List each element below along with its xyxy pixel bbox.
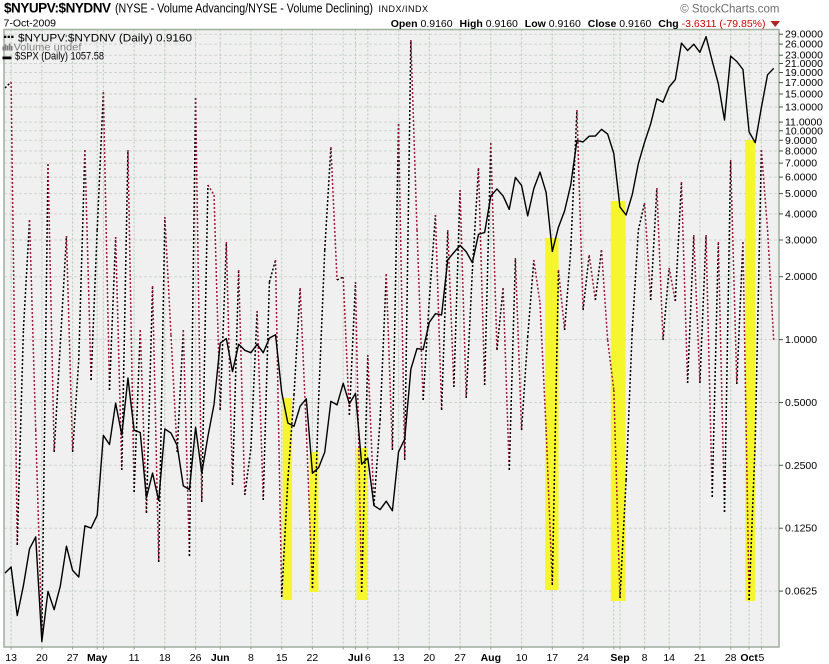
- svg-text:10: 10: [516, 652, 528, 664]
- svg-text:$NYUPV:$NYDNV: $NYUPV:$NYDNV: [4, 1, 111, 16]
- svg-text:May: May: [87, 652, 108, 664]
- svg-text:$NYUPV:$NYDNV (Daily) 0.9160: $NYUPV:$NYDNV (Daily) 0.9160: [18, 33, 192, 45]
- svg-text:8: 8: [642, 652, 648, 664]
- svg-text:INDX/INDX: INDX/INDX: [379, 4, 429, 14]
- svg-text:23.0000: 23.0000: [785, 50, 823, 62]
- svg-text:20: 20: [423, 652, 435, 664]
- svg-text:Oct: Oct: [740, 652, 758, 664]
- svg-text:13.0000: 13.0000: [785, 102, 823, 114]
- svg-text:Volume undef: Volume undef: [14, 42, 82, 54]
- svg-text:8.0000: 8.0000: [785, 146, 817, 158]
- svg-text:6.0000: 6.0000: [785, 172, 817, 184]
- svg-text:29.0000: 29.0000: [785, 29, 823, 41]
- svg-text:14: 14: [663, 652, 675, 664]
- svg-text:Jul: Jul: [348, 652, 363, 664]
- svg-text:27: 27: [67, 652, 79, 664]
- svg-text:17: 17: [546, 652, 558, 664]
- svg-text:8: 8: [248, 652, 254, 664]
- svg-text:28: 28: [725, 652, 737, 664]
- svg-text:1.0000: 1.0000: [785, 334, 817, 346]
- svg-text:Aug: Aug: [481, 652, 501, 664]
- svg-text:11: 11: [129, 652, 140, 664]
- svg-text:13: 13: [5, 652, 17, 664]
- svg-text:2.0000: 2.0000: [785, 271, 817, 283]
- svg-text:24: 24: [577, 652, 589, 664]
- svg-text:18: 18: [159, 652, 171, 664]
- svg-text:17.0000: 17.0000: [785, 77, 823, 89]
- svg-text:0.5000: 0.5000: [785, 397, 817, 409]
- svg-text:10.0000: 10.0000: [785, 125, 823, 137]
- svg-text:0.0625: 0.0625: [785, 586, 817, 598]
- svg-text:0.1250: 0.1250: [785, 523, 817, 535]
- svg-text:15.0000: 15.0000: [785, 89, 823, 101]
- svg-text:26: 26: [190, 652, 202, 664]
- svg-text:7.0000: 7.0000: [785, 158, 817, 170]
- svg-text:15: 15: [276, 652, 288, 664]
- svg-text:20: 20: [36, 652, 48, 664]
- svg-text:Sep: Sep: [610, 652, 629, 664]
- svg-text:Jun: Jun: [211, 652, 230, 664]
- svg-text:11.0000: 11.0000: [785, 117, 822, 129]
- svg-text:21.0000: 21.0000: [785, 58, 823, 70]
- svg-text:6: 6: [365, 652, 371, 664]
- svg-text:3.0000: 3.0000: [785, 235, 817, 247]
- svg-text:27: 27: [454, 652, 466, 664]
- svg-text:© StockCharts.com: © StockCharts.com: [680, 4, 779, 16]
- svg-text:0.2500: 0.2500: [785, 460, 817, 472]
- svg-text:5: 5: [758, 652, 764, 664]
- svg-text:21: 21: [694, 652, 706, 664]
- svg-text:$SPX (Daily) 1057.58: $SPX (Daily) 1057.58: [15, 51, 104, 63]
- svg-text:26.0000: 26.0000: [785, 39, 823, 51]
- svg-text:22: 22: [307, 652, 319, 664]
- svg-text:4.0000: 4.0000: [785, 208, 817, 220]
- svg-text:9.0000: 9.0000: [785, 135, 817, 147]
- svg-text:Open 0.9160 High 0.9160 Low 0.: Open 0.9160 High 0.9160 Low 0.9160 Close…: [391, 18, 766, 30]
- svg-text:5.0000: 5.0000: [785, 188, 817, 200]
- svg-text:19.0000: 19.0000: [785, 67, 823, 79]
- svg-text:13: 13: [393, 652, 405, 664]
- svg-text:(NYSE - Volume Advancing/NYSE: (NYSE - Volume Advancing/NYSE - Volume D…: [115, 2, 373, 16]
- svg-text:7-Oct-2009: 7-Oct-2009: [4, 18, 57, 30]
